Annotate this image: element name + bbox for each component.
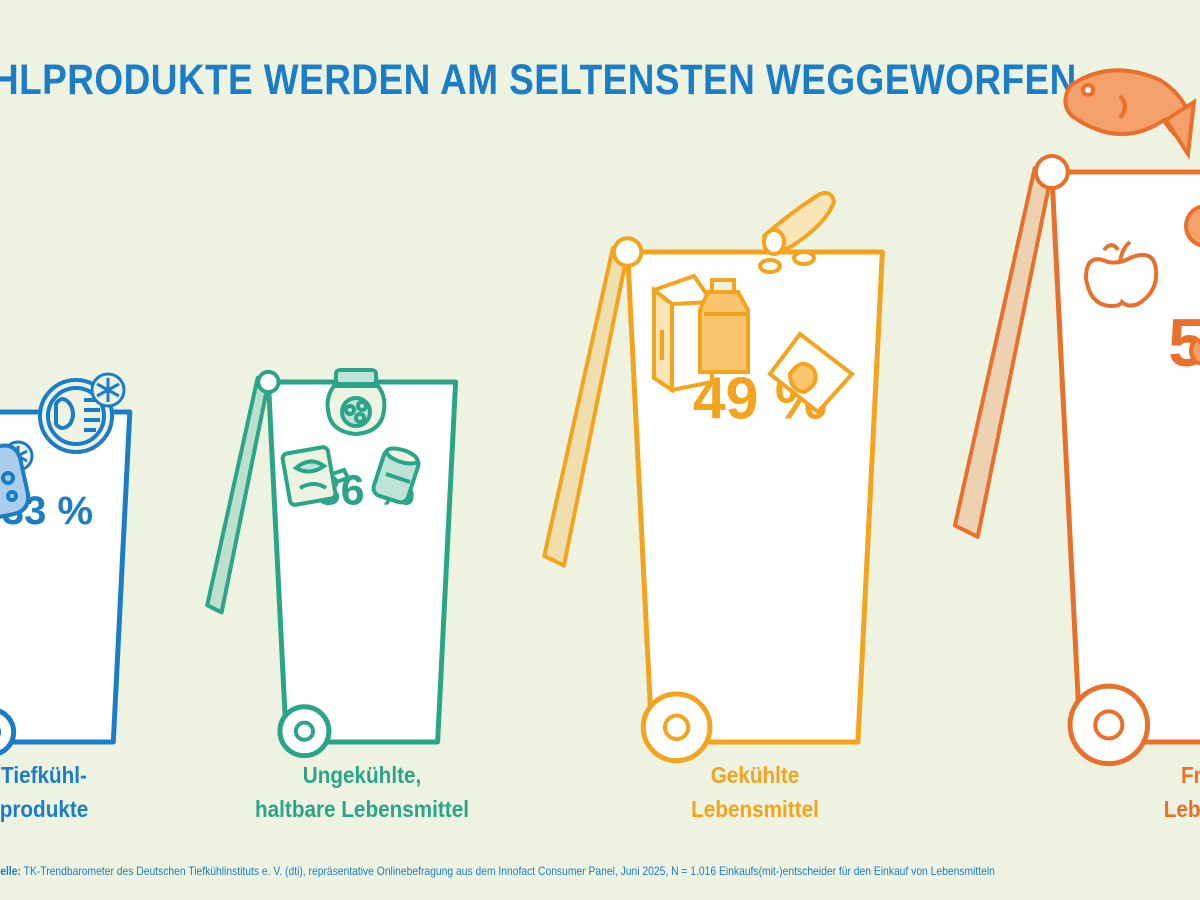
sardine-can-icon <box>280 445 351 507</box>
tomato-icon <box>1184 204 1200 366</box>
tin-can-icon <box>371 446 421 505</box>
frozen-food-bag-icon <box>0 443 31 519</box>
category-label-tiefkuehl: Tiefkühl- produkte <box>0 762 89 822</box>
bin-hinge-gekuehlt <box>611 236 644 268</box>
bin-body-ungekuehlt <box>265 379 459 745</box>
category-label-ungekuehlt: Ungekühlte, haltbare Lebensmittel <box>255 762 469 822</box>
yogurt-cup-icon <box>767 331 855 415</box>
bin-lid-gekuehlt <box>542 246 630 568</box>
bin-bar-frisch: 57 <box>952 154 1200 767</box>
bin-wheel-ungekuehlt <box>277 704 332 759</box>
bin-wheel-tiefkuehl <box>0 708 17 756</box>
source-text: TK-Trendbarometer des Deutschen Tiefkühl… <box>23 864 995 878</box>
bin-wheel-hub-gekuehlt <box>662 713 691 741</box>
bin-wheel-gekuehlt <box>640 691 713 764</box>
jar-icon <box>325 368 387 437</box>
bin-hinge-frisch <box>1033 154 1070 190</box>
fish-icon <box>1063 68 1197 160</box>
juice-bottle-icon <box>698 278 750 374</box>
bin-lid-ungekuehlt <box>205 376 271 615</box>
bin-wheel-hub-frisch <box>1093 709 1125 741</box>
bin-bar-tiefkuehl: 33 % <box>0 409 133 756</box>
bin-body-frisch <box>1049 169 1200 745</box>
bin-lid-frisch <box>952 166 1054 539</box>
bin-wheel-frisch <box>1067 683 1151 767</box>
category-label-frisch: Fris Lebens <box>1163 762 1200 822</box>
milk-carton-icon <box>651 273 714 394</box>
bin-wheel-hub-ungekuehlt <box>293 720 315 742</box>
source-prefix: uelle: <box>0 864 21 878</box>
bin-bar-ungekuehlt: 36 % <box>205 369 459 759</box>
category-label-gekuehlt: Gekühlte Lebensmittel <box>691 762 819 822</box>
apple-icon <box>1083 240 1159 309</box>
page-title: HLPRODUKTE WERDEN AM SELTENSTEN WEGGEWOR… <box>0 56 1077 104</box>
source-note: uelle: TK-Trendbarometer des Deutschen T… <box>0 864 1035 878</box>
bin-hinge-ungekuehlt <box>256 369 281 395</box>
salami-icon <box>758 191 837 274</box>
